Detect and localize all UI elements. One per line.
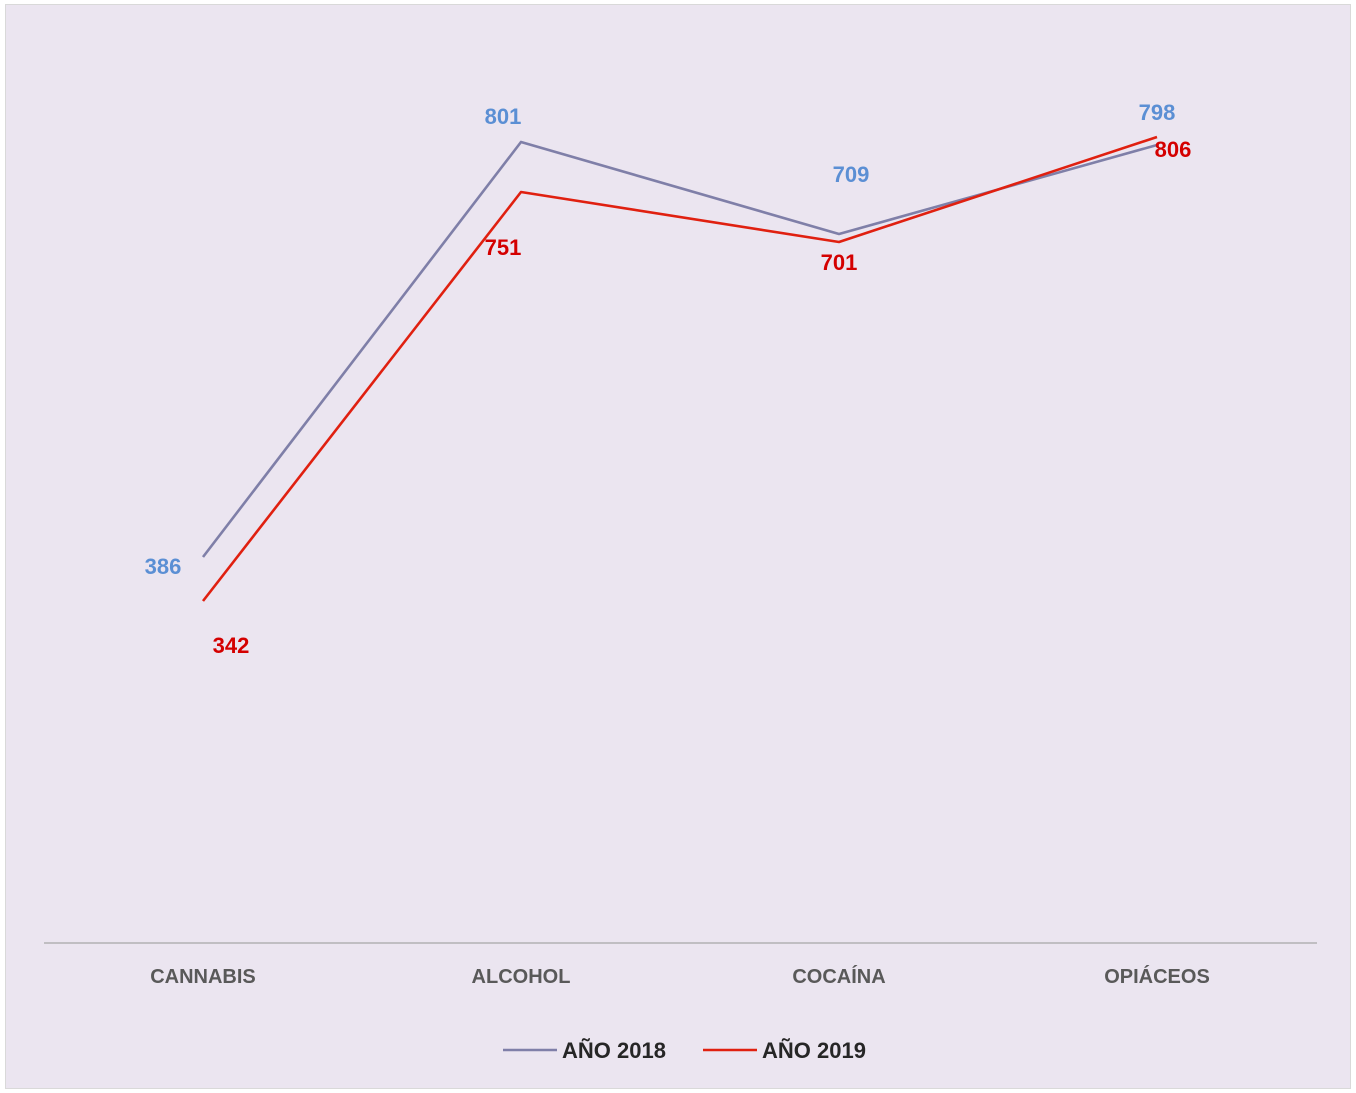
data-label-series-1-point-3: 709 [833,162,870,187]
data-label-series-1-point-2: 801 [485,104,522,129]
data-label-series-1-point-1: 386 [145,554,182,579]
x-tick-label-3: COCAÍNA [792,965,885,988]
x-tick-label-2: ALCOHOL [472,966,571,988]
legend-label-1: AÑO 2018 [562,1038,666,1063]
data-label-series-1-point-4: 798 [1139,100,1176,125]
legend: AÑO 2018 AÑO 2019 [503,1038,866,1063]
category-labels-layer: CANNABIS ALCOHOL COCAÍNA OPIÁCEOS [150,965,1210,988]
x-tick-label-4: OPIÁCEOS [1104,965,1210,988]
chart-area: 386 801 709 798 342 751 701 806 CANNABIS ALCOHOL… [5,4,1351,1089]
data-label-series-2-point-1: 342 [213,633,250,658]
line-chart: 386 801 709 798 342 751 701 806 CANNABIS ALCOHOL… [44,100,1317,1063]
series-line-2 [201,135,1158,602]
data-label-series-2-point-2: 751 [485,235,522,260]
series-layer [201,135,1158,602]
data-labels-layer: 386 801 709 798 342 751 701 806 [145,100,1192,658]
data-label-series-2-point-4: 806 [1155,137,1192,162]
legend-label-2: AÑO 2019 [762,1038,866,1063]
data-label-series-2-point-3: 701 [821,250,858,275]
x-tick-label-1: CANNABIS [150,966,256,988]
series-line-1 [201,140,1158,558]
